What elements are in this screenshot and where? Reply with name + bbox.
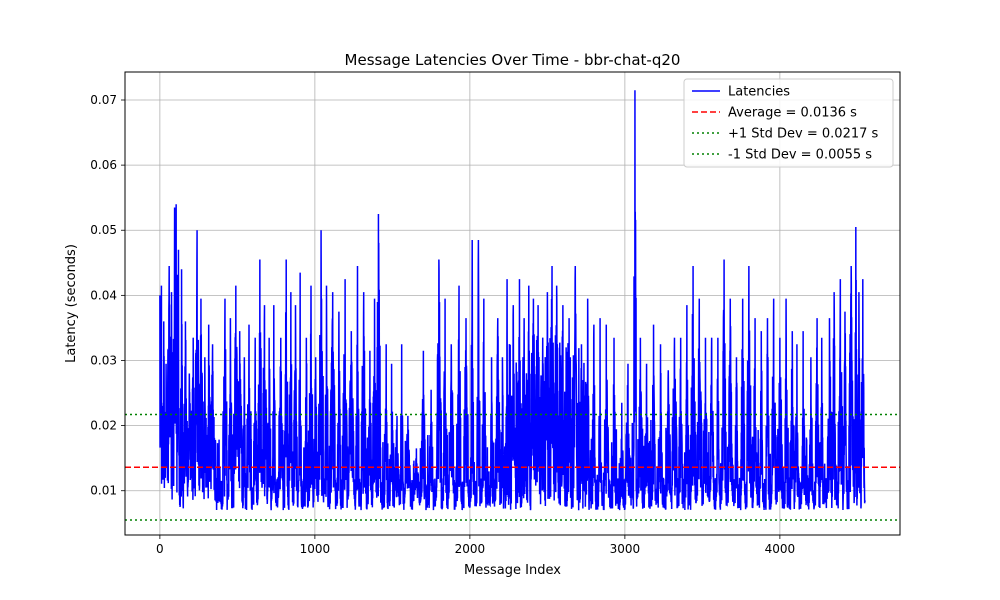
x-axis-label: Message Index bbox=[464, 563, 561, 578]
y-tick-label: 0.01 bbox=[90, 484, 117, 498]
legend-item-minus-std-label: -1 Std Dev = 0.0055 s bbox=[728, 148, 872, 163]
x-tick-label: 0 bbox=[156, 542, 164, 556]
x-tick-label: 4000 bbox=[765, 542, 796, 556]
legend-item-plus-std-label: +1 Std Dev = 0.0217 s bbox=[728, 127, 879, 142]
y-tick-label: 0.07 bbox=[90, 93, 117, 107]
plot-area bbox=[125, 90, 900, 521]
latency-series-line bbox=[159, 90, 866, 511]
axes-frame bbox=[124, 71, 901, 536]
y-tick-label: 0.02 bbox=[90, 419, 117, 433]
y-tick-label: 0.05 bbox=[90, 223, 117, 237]
legend-item-average-label: Average = 0.0136 s bbox=[728, 106, 857, 121]
y-tick-label: 0.06 bbox=[90, 158, 117, 172]
y-tick-label: 0.04 bbox=[90, 288, 117, 302]
y-tick-label: 0.03 bbox=[90, 353, 117, 367]
legend-item-latencies-label: Latencies bbox=[728, 85, 790, 100]
legend-box bbox=[683, 78, 894, 168]
y-axis-label: Latency (seconds) bbox=[64, 244, 79, 363]
x-tick-label: 1000 bbox=[300, 542, 331, 556]
x-tick-label: 2000 bbox=[455, 542, 486, 556]
ticks: 0 1000 2000 3000 4000 0.01 0.02 0.03 0.04 0.05 0.0… bbox=[90, 93, 795, 556]
legend: Latencies Average = 0.0136 s +1 Std Dev = … bbox=[683, 78, 894, 168]
x-tick-label: 3000 bbox=[610, 542, 641, 556]
chart-title: Message Latencies Over Time - bbr-chat-q… bbox=[345, 51, 681, 69]
